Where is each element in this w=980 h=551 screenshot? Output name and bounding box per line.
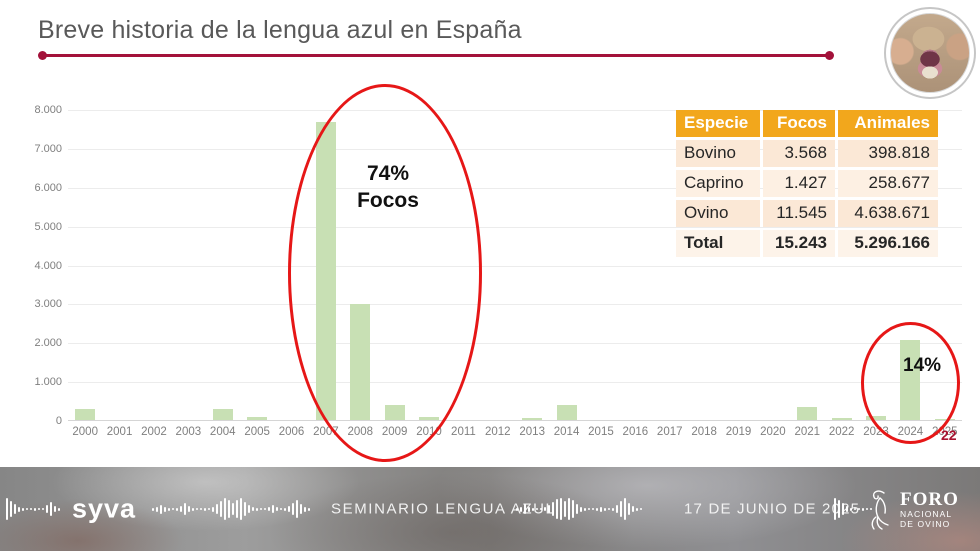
table-header-focos: Focos <box>763 110 835 137</box>
slide-page-number: 22 <box>941 427 957 443</box>
waveform-icon <box>516 496 642 522</box>
y-tick-0: 0 <box>55 415 62 427</box>
y-tick-6.000: 6.000 <box>34 181 62 194</box>
cell-total-animales: 5.296.166 <box>838 230 938 257</box>
gridline-3.000 <box>68 304 962 306</box>
x-tick-2005: 2005 <box>244 426 270 438</box>
x-tick-2003: 2003 <box>175 426 202 438</box>
x-tick-2022: 2022 <box>828 426 855 438</box>
y-tick-3.000: 3.000 <box>34 298 62 311</box>
x-tick-2015: 2015 <box>588 426 614 438</box>
cell-ovino-especie: Ovino <box>676 200 760 227</box>
table-row-ovino: Ovino 11.545 4.638.671 <box>676 200 938 227</box>
gridline-1.000 <box>68 382 962 384</box>
x-tick-2012: 2012 <box>485 426 511 438</box>
table-row-caprino: Caprino 1.427 258.677 <box>676 170 938 197</box>
seminar-date: 17 DE JUNIO DE 2025 <box>684 500 861 518</box>
annotation-ellipse-2024-peak <box>861 322 960 444</box>
animal-mouth-photo <box>890 13 970 93</box>
x-tick-2017: 2017 <box>656 426 683 438</box>
x-tick-2004: 2004 <box>209 426 236 438</box>
foro-logo-text: FORO NACIONAL DE OVINO <box>900 488 959 529</box>
table-row-bovino: Bovino 3.568 398.818 <box>676 140 938 167</box>
cell-ovino-animales: 4.638.671 <box>838 200 938 227</box>
bar-2000 <box>75 409 96 421</box>
cell-caprino-especie: Caprino <box>676 170 760 197</box>
gridline-2.000 <box>68 343 962 345</box>
bar-2005 <box>247 417 268 421</box>
gridline-7.000 <box>68 149 962 151</box>
y-tick-5.000: 5.000 <box>34 220 62 233</box>
x-tick-2006: 2006 <box>278 426 305 438</box>
cell-caprino-animales: 258.677 <box>838 170 938 197</box>
x-tick-2001: 2001 <box>106 426 133 438</box>
bar-2014 <box>556 405 577 421</box>
cell-bovino-animales: 398.818 <box>838 140 938 167</box>
gridline-5.000 <box>68 226 962 228</box>
bar-2021 <box>797 407 818 421</box>
x-tick-2000: 2000 <box>72 426 98 438</box>
bar-2004 <box>212 409 233 421</box>
seminar-title: SEMINARIO LENGUA AZUL <box>331 500 556 518</box>
y-tick-7.000: 7.000 <box>34 143 62 156</box>
annotation-14-percent: 14% <box>903 355 942 376</box>
underline-dot-left-icon <box>38 50 47 60</box>
bar-2022 <box>831 418 852 421</box>
title-underline <box>38 50 834 60</box>
y-tick-1.000: 1.000 <box>34 376 62 389</box>
x-tick-2018: 2018 <box>691 426 717 438</box>
foro-nacional-de-ovino-logo: FORO NACIONAL DE OVINO <box>864 487 959 531</box>
annotation-74-focos: 74% Focos <box>357 162 419 213</box>
waveform-icon <box>834 496 872 522</box>
gridline-4.000 <box>68 265 962 267</box>
table-row-total: Total 15.243 5.296.166 <box>676 230 938 257</box>
cell-ovino-focos: 11.545 <box>763 200 835 227</box>
bar-2013 <box>522 417 543 421</box>
gridline-6.000 <box>68 187 962 189</box>
cell-total-focos: 15.243 <box>763 230 835 257</box>
x-axis-line <box>68 420 962 421</box>
y-tick-4.000: 4.000 <box>34 259 62 272</box>
x-tick-2021: 2021 <box>794 426 821 438</box>
x-tick-2013: 2013 <box>519 426 545 438</box>
waveform-icon <box>152 496 310 522</box>
cell-bovino-focos: 3.568 <box>763 140 835 167</box>
x-tick-2011: 2011 <box>451 426 476 438</box>
syva-logo: syva <box>72 493 137 524</box>
table-header-animales: Animales <box>838 110 938 137</box>
species-table: Especie Focos Animales Bovino 3.568 398.81… <box>673 107 941 260</box>
x-tick-2002: 2002 <box>141 426 167 438</box>
cell-caprino-focos: 1.427 <box>763 170 835 197</box>
x-axis-labels: 2000 2001 2002 2003 2004 2005 2006 2007 2008 2009… <box>68 426 962 442</box>
table-header-row: Especie Focos Animales <box>676 110 938 137</box>
waveform-icon <box>6 496 60 522</box>
footer-banner: syva SEMINARIO LENGUA AZUL 17 DE JUNIO D… <box>0 467 980 551</box>
x-tick-2020: 2020 <box>760 426 786 438</box>
cell-total-especie: Total <box>676 230 760 257</box>
x-tick-2016: 2016 <box>622 426 649 438</box>
y-tick-8.000: 8.000 <box>34 104 62 117</box>
y-tick-2.000: 2.000 <box>34 337 62 350</box>
page-title: Breve historia de la lengua azul en Espa… <box>38 16 522 44</box>
x-tick-2014: 2014 <box>553 426 580 438</box>
x-tick-2019: 2019 <box>725 426 752 438</box>
table-header-especie: Especie <box>676 110 760 137</box>
gridline-8.000 <box>68 110 962 112</box>
bluetongue-symptom-photo <box>884 7 976 99</box>
underline-dot-right-icon <box>825 50 834 60</box>
annotation-ellipse-2007-peak <box>288 84 482 462</box>
goat-lineart-icon <box>871 490 889 530</box>
cell-bovino-especie: Bovino <box>676 140 760 167</box>
